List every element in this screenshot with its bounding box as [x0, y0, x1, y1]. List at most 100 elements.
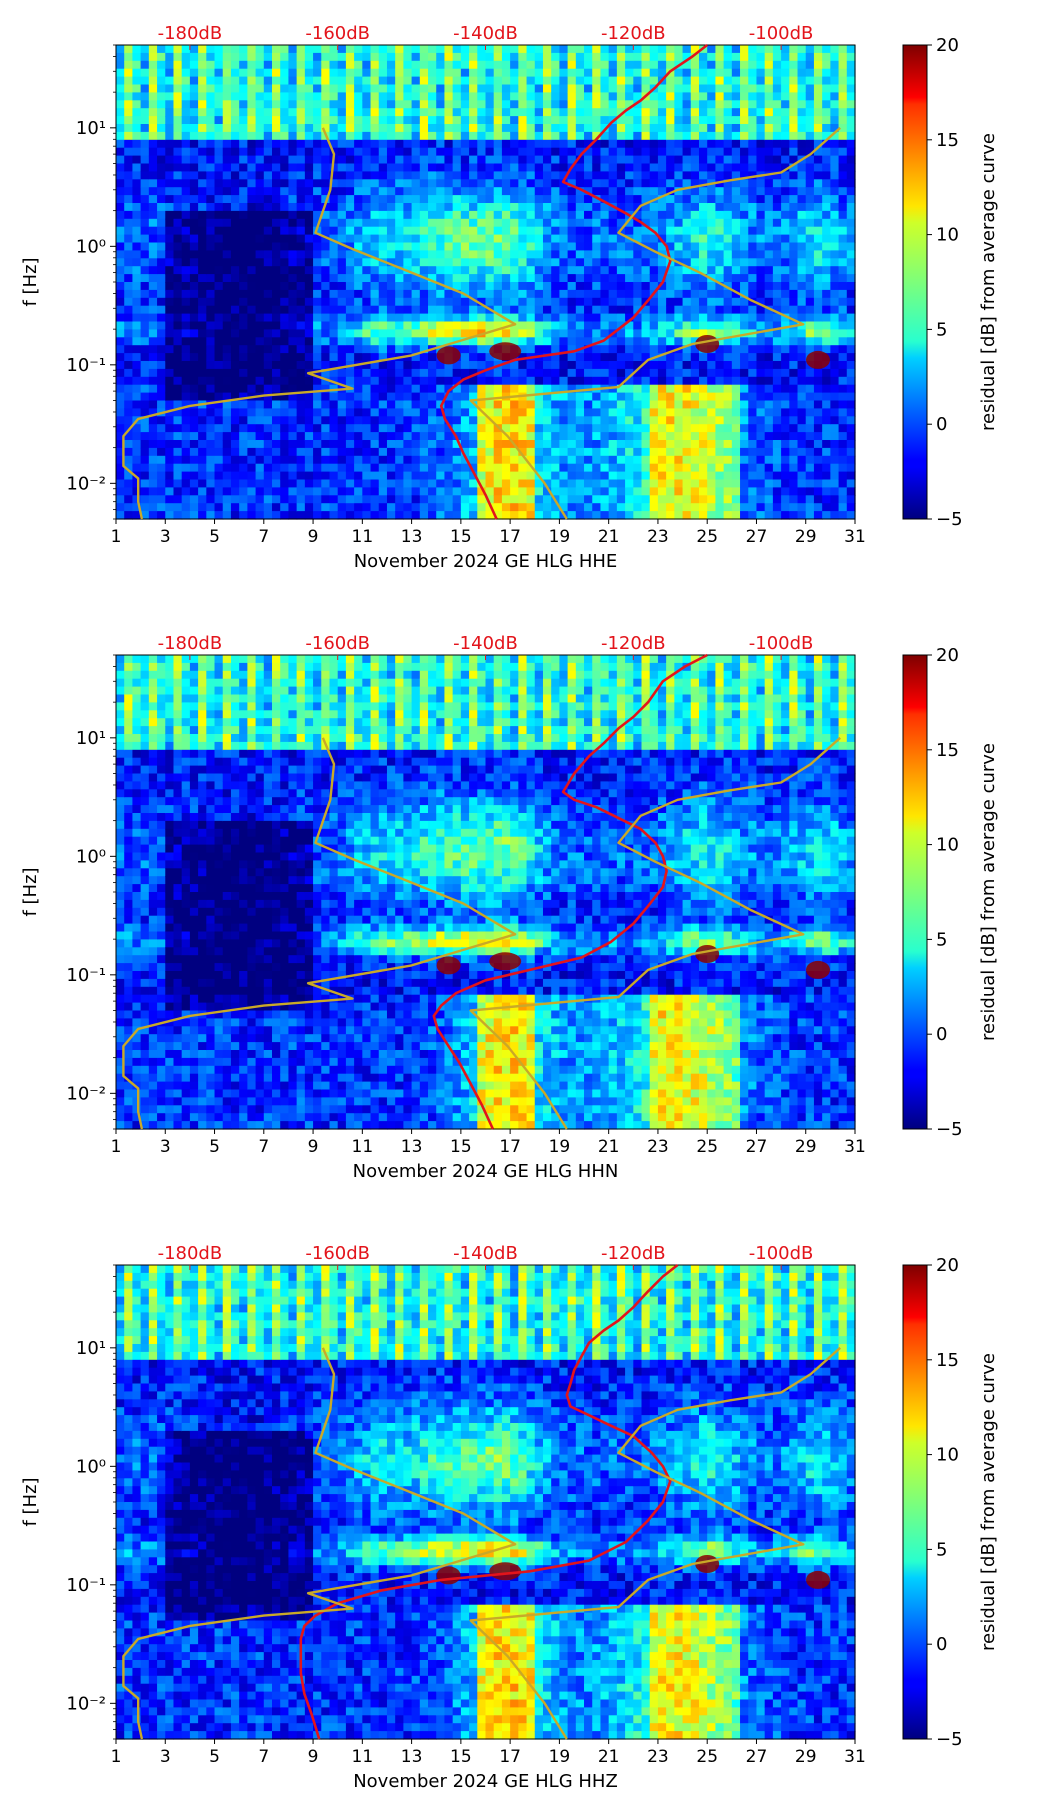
heatmap-cell — [625, 282, 634, 291]
heatmap-cell — [263, 282, 273, 291]
heatmap-cell — [657, 60, 667, 70]
heatmap-cell — [452, 210, 462, 220]
heatmap-cell — [378, 52, 388, 62]
heatmap-cell — [181, 463, 191, 473]
heatmap-cell — [690, 100, 700, 109]
heatmap-cell — [370, 282, 380, 291]
heatmap-cell — [329, 218, 339, 228]
heatmap-cell — [501, 447, 511, 457]
heatmap-cell — [247, 234, 257, 244]
heatmap-cell — [740, 226, 749, 236]
heatmap-cell — [419, 52, 429, 62]
heatmap-cell — [288, 345, 298, 354]
heatmap-cell — [592, 210, 602, 220]
heatmap-cell — [756, 139, 766, 149]
heatmap-cell — [206, 274, 216, 283]
heatmap-cell — [748, 139, 758, 149]
heatmap-cell — [436, 416, 446, 425]
heatmap-cell — [551, 416, 560, 425]
heatmap-cell — [337, 171, 347, 180]
heatmap-cell — [674, 234, 684, 244]
heatmap-cell — [781, 455, 790, 465]
heatmap-cell — [608, 187, 618, 196]
heatmap-cell — [321, 487, 331, 496]
heatmap-cell — [715, 329, 725, 338]
heatmap-cell — [534, 234, 544, 244]
heatmap-cell — [584, 368, 593, 378]
heatmap-cell — [280, 76, 290, 86]
heatmap-cell — [411, 282, 421, 291]
heatmap-cell — [239, 471, 248, 481]
heatmap-cell — [239, 52, 248, 62]
heatmap-cell — [731, 155, 741, 165]
heatmap-cell — [206, 266, 216, 275]
heatmap-cell — [329, 337, 339, 346]
heatmap-cell — [198, 108, 207, 117]
heatmap-cell — [321, 76, 331, 86]
heatmap-cell — [132, 400, 142, 409]
heatmap-cell — [304, 203, 314, 212]
heatmap-cell — [386, 92, 396, 101]
heatmap-cell — [157, 329, 166, 338]
heatmap-cell — [575, 250, 585, 259]
heatmap-cell — [485, 337, 495, 346]
heatmap-cell — [304, 376, 314, 386]
heatmap-cell — [551, 511, 560, 520]
heatmap-cell — [280, 313, 290, 323]
heatmap-cell — [559, 210, 569, 220]
heatmap-cell — [222, 100, 232, 109]
heatmap-cell — [460, 392, 470, 402]
heatmap-cell — [575, 68, 585, 78]
heatmap-cell — [272, 76, 281, 86]
heatmap-cell — [419, 289, 429, 299]
heatmap-cell — [165, 274, 175, 283]
heatmap-cell — [666, 266, 675, 275]
heatmap-cell — [748, 242, 758, 251]
heatmap-cell — [288, 274, 298, 283]
heatmap-cell — [189, 258, 199, 267]
heatmap-cell — [370, 155, 380, 165]
heatmap-cell — [370, 234, 380, 244]
heatmap-cell — [370, 503, 380, 512]
heatmap-cell — [321, 455, 331, 465]
heatmap-cell — [731, 455, 741, 465]
heatmap-cell — [592, 376, 602, 386]
heatmap-cell — [304, 305, 314, 315]
heatmap-cell — [477, 289, 487, 299]
heatmap-cell — [707, 479, 717, 488]
heatmap-cell — [296, 179, 306, 188]
heatmap-cell — [526, 274, 536, 283]
heatmap-cell — [263, 337, 273, 346]
heatmap-cell — [288, 100, 298, 109]
heatmap-cell — [337, 503, 347, 512]
heatmap-cell — [419, 242, 429, 251]
heatmap-cell — [698, 266, 708, 275]
heatmap-cell — [280, 163, 290, 172]
heatmap-cell — [280, 124, 290, 133]
heatmap-cell — [526, 455, 536, 465]
heatmap-cell — [493, 226, 503, 236]
heatmap-cell — [657, 84, 667, 93]
heatmap-cell — [649, 250, 659, 259]
heatmap-cell — [198, 289, 207, 299]
heatmap-cell — [501, 463, 511, 473]
heatmap-cell — [600, 234, 610, 244]
heatmap-cell — [723, 479, 733, 488]
heatmap-cell — [345, 392, 355, 402]
heatmap-cell — [329, 471, 339, 481]
heatmap-cell — [296, 361, 306, 370]
heatmap-cell — [575, 297, 585, 307]
heatmap-cell — [165, 234, 175, 244]
heatmap-cell — [510, 321, 519, 330]
heatmap-cell — [567, 203, 577, 212]
heatmap-cell — [534, 384, 544, 394]
heatmap-cell — [148, 511, 158, 520]
heatmap-cell — [198, 52, 207, 62]
heatmap-cell — [575, 455, 585, 465]
heatmap-cell — [797, 116, 807, 125]
heatmap-cell — [239, 282, 248, 291]
heatmap-cell — [526, 282, 536, 291]
heatmap-cell — [740, 250, 749, 259]
heatmap-cell — [304, 195, 314, 204]
heatmap-cell — [337, 218, 347, 228]
